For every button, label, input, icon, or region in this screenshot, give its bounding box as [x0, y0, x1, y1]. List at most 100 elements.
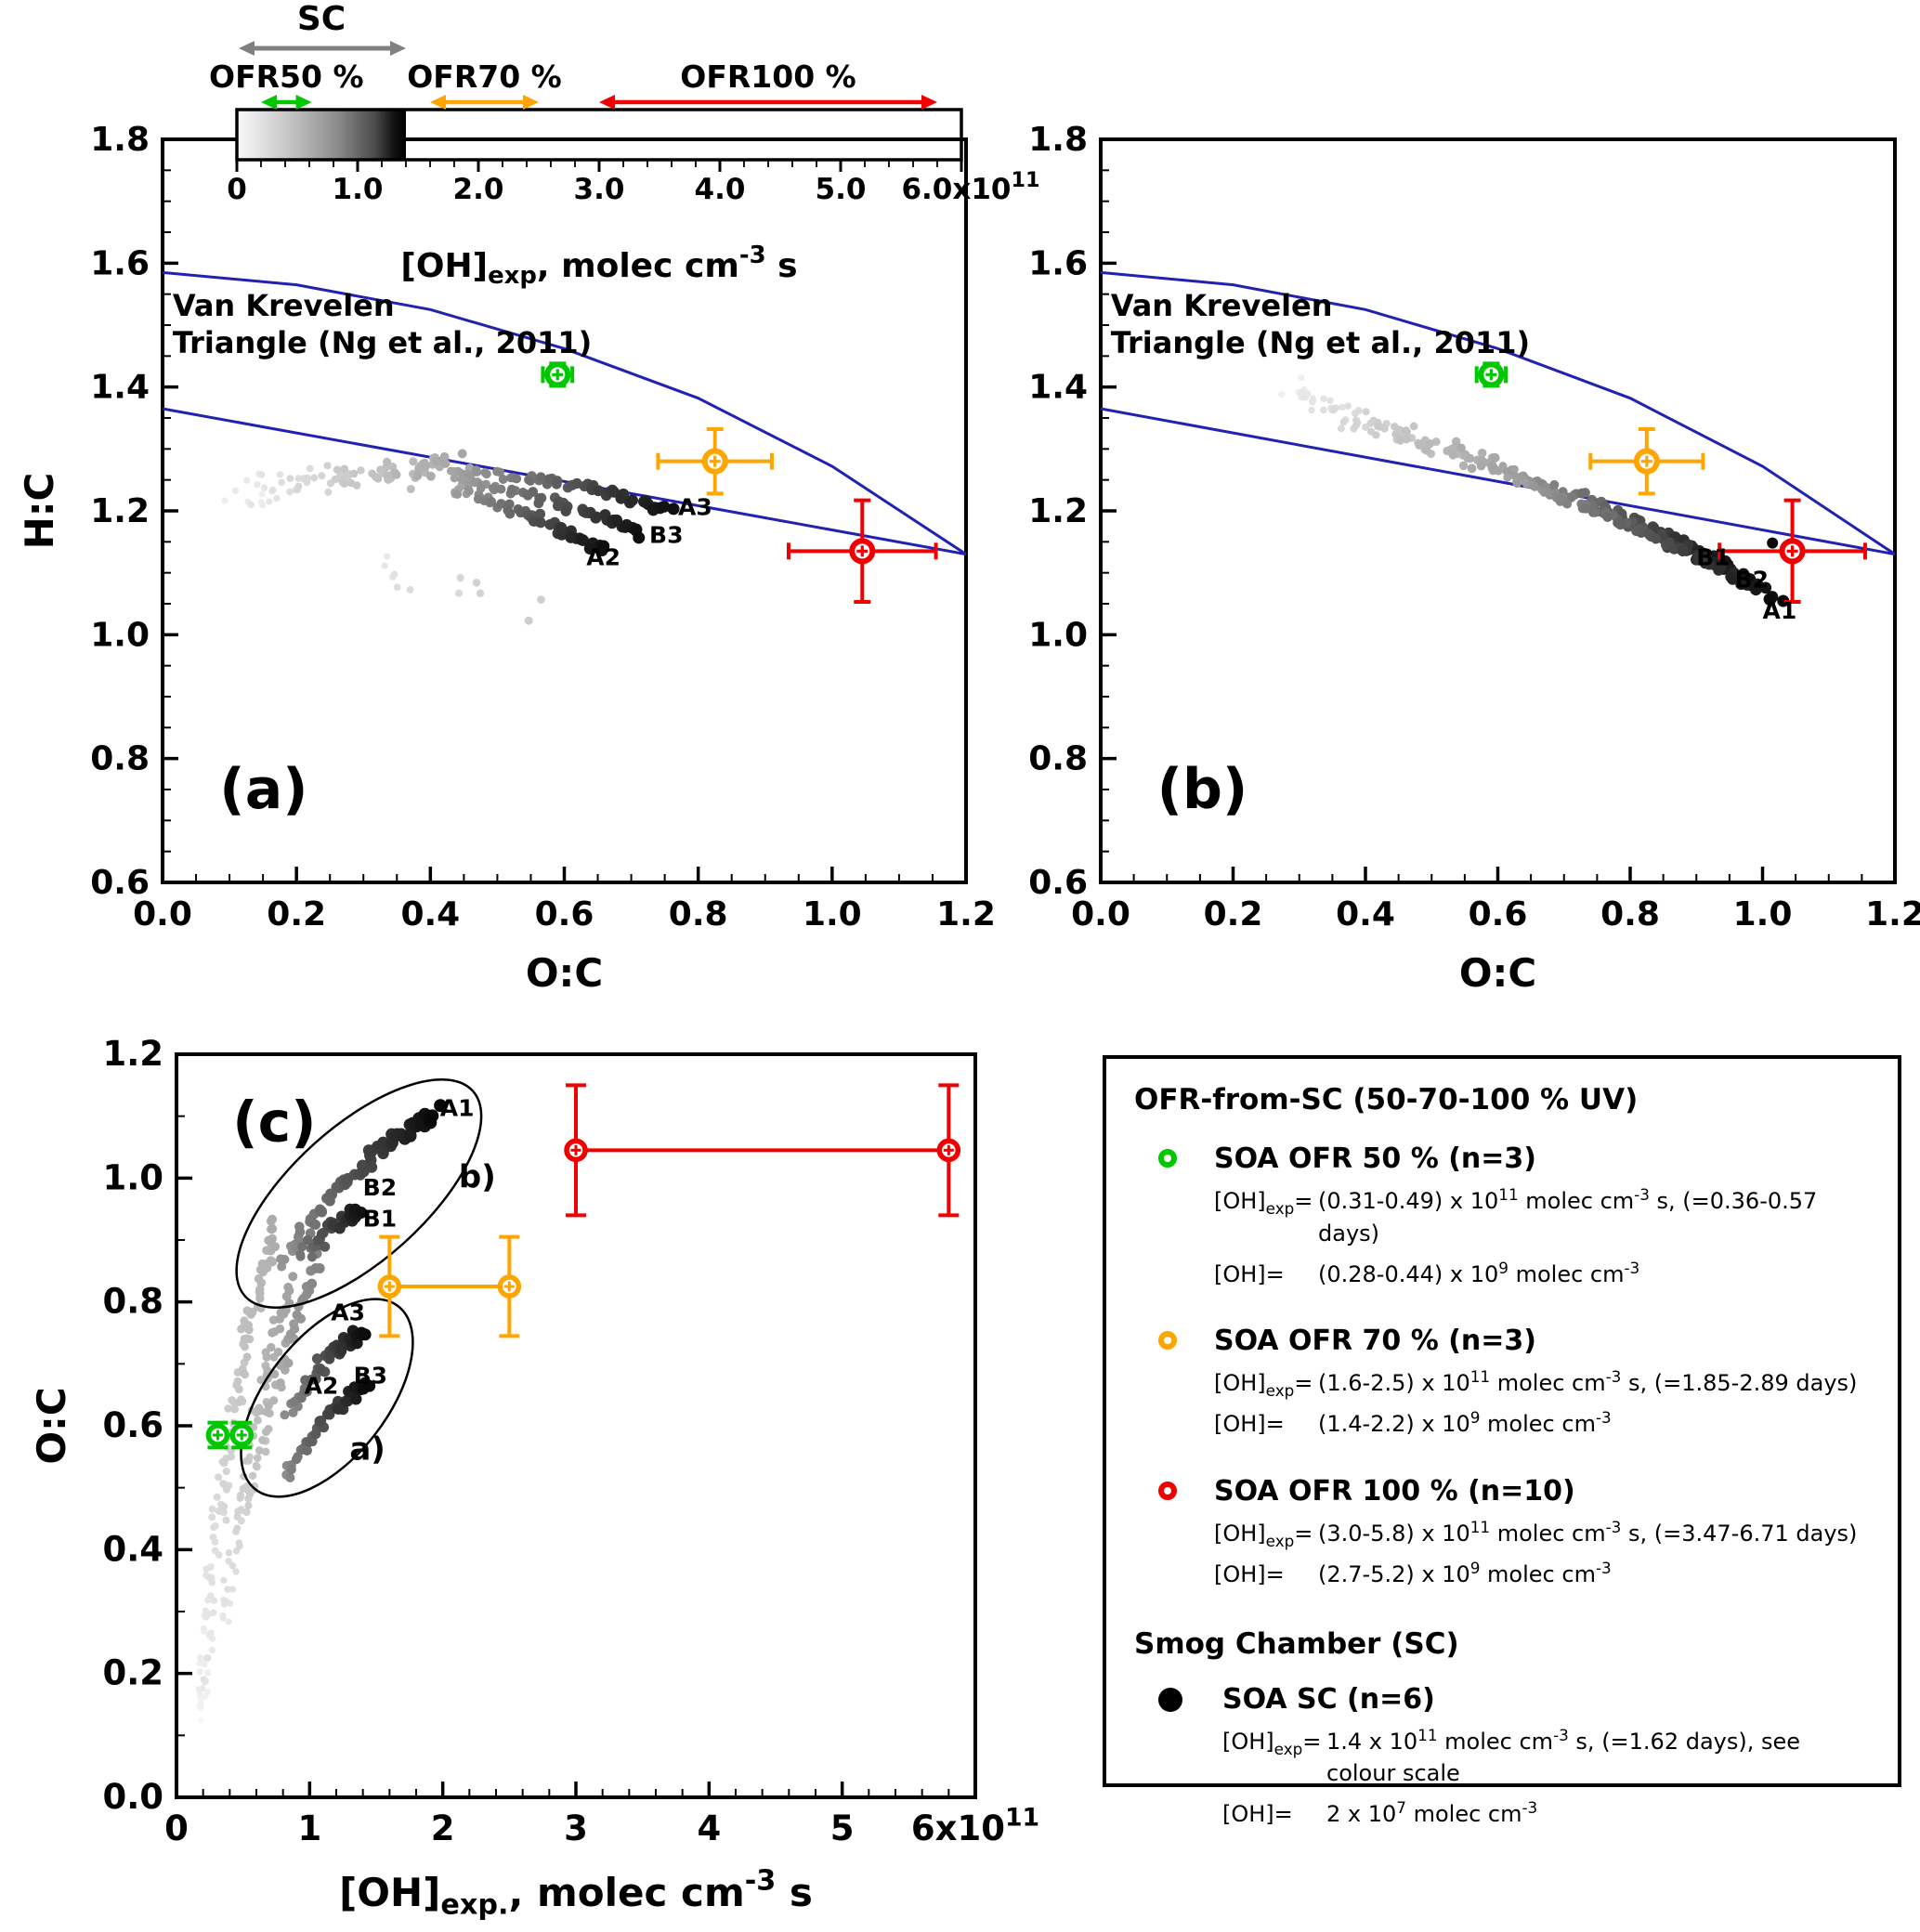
scatter-point — [228, 1396, 237, 1404]
scatter-point — [229, 1561, 237, 1570]
scatter-point — [205, 1573, 214, 1582]
scatter-point — [1374, 422, 1382, 431]
y-tick-label: 0.8 — [1028, 740, 1088, 778]
scatter-point — [1741, 579, 1754, 591]
scatter-point — [227, 1453, 236, 1461]
x-tick-label: 5 — [830, 1808, 855, 1848]
scatter-point — [308, 1219, 320, 1230]
scatter-point — [273, 1347, 283, 1357]
scatter-point — [244, 1495, 253, 1503]
scatter-point — [492, 466, 502, 476]
y-tick-label: 0.0 — [102, 1777, 163, 1817]
x-tick-label: 1 — [297, 1808, 321, 1848]
y-tick-label: 1.8 — [90, 121, 150, 159]
scatter-point — [207, 1629, 215, 1637]
scatter-point — [524, 616, 533, 625]
scatter-point — [225, 1557, 232, 1565]
scatter-point — [583, 542, 596, 555]
scatter-point — [285, 1472, 295, 1483]
scatter-point — [560, 505, 571, 516]
scatter-point — [220, 1576, 228, 1585]
point-label-A2: A2 — [586, 544, 620, 571]
scatter-point — [456, 574, 464, 582]
scatter-point — [239, 1368, 248, 1377]
point-label-A2: A2 — [305, 1372, 339, 1399]
oh-label: [OH]= — [1214, 1560, 1285, 1587]
scatter-point — [295, 1249, 306, 1260]
scatter-point — [425, 1109, 439, 1123]
scatter-point — [1590, 507, 1600, 517]
colorbar-gradient — [237, 110, 406, 160]
scatter-point — [316, 1207, 328, 1218]
scatter-point — [268, 1257, 278, 1267]
scatter-point — [233, 1524, 242, 1533]
point-label-a): a) — [349, 1431, 385, 1469]
scatter-point — [1420, 445, 1430, 454]
sc-range-label: SC — [297, 0, 346, 38]
scatter-point — [233, 1377, 242, 1386]
y-tick-label: 1.2 — [1028, 492, 1088, 530]
x-tick-label: 0.6 — [535, 895, 594, 933]
scatter-point — [284, 1286, 294, 1296]
scatter-point — [357, 466, 365, 475]
scatter-point — [1777, 594, 1790, 607]
scatter-point — [230, 1404, 239, 1414]
scatter-point — [434, 1099, 448, 1113]
scatter-point — [297, 1242, 307, 1252]
scatter-point — [294, 1227, 306, 1237]
legend-entry-name: SOA OFR 50 % (n=3) — [1214, 1142, 1536, 1175]
scatter-point — [1452, 437, 1461, 446]
scatter-point — [610, 514, 623, 527]
y-tick-label: 1.0 — [90, 616, 150, 654]
scatter-point — [320, 1241, 331, 1252]
scatter-point — [472, 578, 481, 587]
scatter-point — [511, 474, 522, 484]
scatter-point — [440, 459, 451, 468]
scatter-point — [633, 531, 646, 544]
scatter-point — [667, 503, 680, 516]
scatter-point — [372, 473, 380, 481]
scatter-point — [268, 1214, 278, 1224]
scatter-point — [244, 1501, 253, 1510]
scatter-point — [306, 464, 314, 473]
sc-filled-circle-icon — [1158, 1687, 1182, 1712]
scatter-point — [1764, 594, 1777, 607]
vk-lower-line — [1100, 407, 1896, 556]
scatter-point — [202, 1565, 211, 1573]
scatter-point — [237, 1517, 245, 1525]
legend-detail-line: [OH]exp= (1.6-2.5) x 1011 molec cm-3 s, (… — [1214, 1367, 1875, 1400]
legend-detail-line: [OH]= (0.28-0.44) x 109 molec cm-3 — [1214, 1259, 1875, 1291]
scatter-point — [482, 469, 491, 479]
scatter-point — [533, 498, 544, 509]
scatter-point — [537, 595, 545, 604]
scatter-point — [476, 589, 485, 597]
scatter-point — [278, 478, 285, 487]
scatter-point — [446, 466, 455, 476]
y-tick-label: 1.0 — [102, 1157, 163, 1197]
scatter-point — [242, 1508, 251, 1517]
colorbar-tick-label: 2.0 — [453, 173, 504, 206]
oh-value: (0.28-0.44) x 109 molec cm-3 — [1318, 1258, 1640, 1287]
y-tick-label: 1.6 — [90, 244, 150, 282]
scatter-point — [276, 1378, 285, 1388]
scatter-point — [307, 1278, 318, 1289]
scatter-point — [496, 484, 506, 494]
scatter-point — [390, 570, 398, 579]
scatter-point — [1581, 503, 1591, 514]
x-tick-label: 0.0 — [1071, 895, 1130, 933]
scatter-point — [273, 494, 281, 503]
point-label-A1: A1 — [1763, 597, 1797, 624]
scatter-point — [565, 531, 577, 543]
scatter-point — [1750, 583, 1762, 596]
legend-entry-name: SOA OFR 70 % (n=3) — [1214, 1325, 1536, 1358]
scatter-point — [626, 494, 639, 506]
legend-entry-name: SOA OFR 100 % (n=10) — [1214, 1474, 1575, 1508]
ofr50-open-circle-icon — [1158, 1149, 1177, 1168]
scatter-point — [311, 1353, 323, 1364]
scatter-point — [314, 1263, 325, 1273]
scatter-point — [359, 1328, 372, 1341]
scatter-point — [544, 518, 556, 530]
scatter-point — [1402, 435, 1411, 444]
scatter-point — [1544, 488, 1553, 498]
